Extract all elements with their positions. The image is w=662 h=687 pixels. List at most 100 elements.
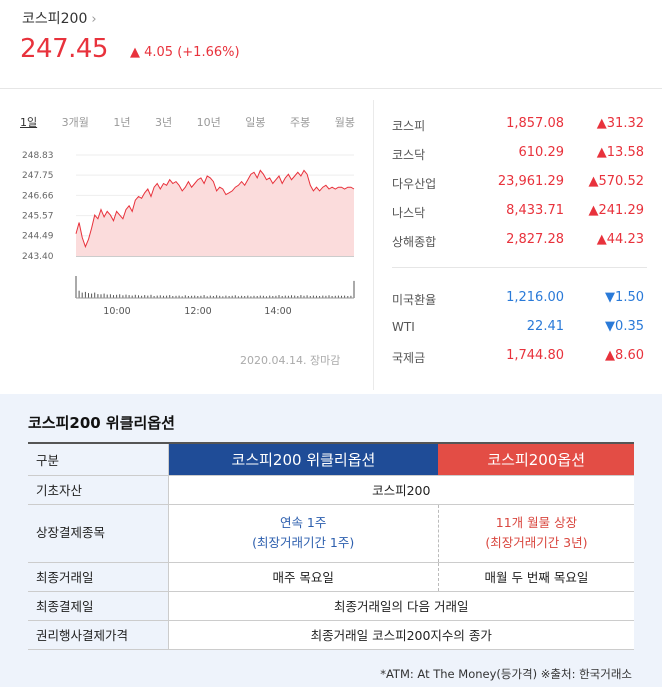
market-row[interactable]: 코스닥 610.29 ▲13.58 [392,143,652,163]
volume-bar [272,296,274,298]
market-change: ▼1.50 [605,290,644,305]
tab-daily[interactable]: 일봉 [245,116,266,129]
market-row[interactable]: 상해종합 2,827.28 ▲44.23 [392,230,652,250]
volume-bar [81,292,83,298]
row-label: 구분 [28,442,169,476]
volume-bar [113,295,114,298]
y-tick-label: 245.57 [22,212,54,222]
volume-bar [253,295,255,298]
volume-bar [156,295,158,298]
market-row[interactable]: 다우산업 23,961.29 ▲570.52 [392,172,652,192]
market-value: 2,827.28 [506,232,564,247]
weekly-option-panel: 코스피200 위클리옵션 구분 코스피200 위클리옵션 코스피200옵션 기초… [0,394,662,687]
volume-bar [241,295,243,298]
market-row[interactable]: 국제금 1,744.80 ▲8.60 [392,346,652,366]
index-price: 247.45 [20,34,108,64]
tab-1y[interactable]: 1년 [113,116,131,129]
volume-bar [206,296,208,298]
table-row: 최종결제일 최종거래일의 다음 거래일 [28,591,634,621]
volume-bar [97,294,99,298]
y-tick-label: 246.66 [22,191,54,201]
price-line [75,169,355,249]
volume-bar [325,295,327,298]
tab-10y[interactable]: 10년 [196,116,221,129]
section-divider [373,100,374,390]
market-row[interactable]: 미국환율 1,216.00 ▼1.50 [392,288,652,308]
market-change: ▲31.32 [596,116,644,131]
source-note: *ATM: At The Money(등가격) ※출처: 한국거래소 [380,667,632,681]
weekly-option-header: 코스피200 위클리옵션 [168,442,439,476]
regular-option-header: 코스피200옵션 [438,442,634,476]
volume-bar [78,290,80,298]
index-name-label: 코스피200 [22,11,88,27]
chevron-right-icon[interactable]: › [91,12,97,27]
volume-bar [334,295,336,298]
volume-bar [134,294,136,298]
x-tick-label: 14:00 [264,306,291,317]
volume-bar [259,295,261,298]
row-label: 최종결제일 [28,591,169,621]
volume-bar [319,296,321,298]
volume-bar [244,296,246,298]
volume-bar [172,296,174,298]
table-row: 권리행사결제가격 최종거래일 코스피200지수의 종가 [28,620,634,650]
volume-bar [147,295,149,298]
volume-bar [250,296,252,298]
volume-bar [297,296,299,298]
tab-weekly[interactable]: 주봉 [290,116,311,129]
market-value: 1,857.08 [506,116,564,131]
y-tick-label: 248.83 [22,151,54,161]
volume-bar [247,295,249,298]
volume-bar [237,296,239,298]
tab-1d[interactable]: 1일 [20,116,38,129]
volume-bar [306,295,308,298]
settlement-value: 최종거래일의 다음 거래일 [168,591,634,621]
index-change: ▲ 4.05 (+1.66%) [130,45,240,60]
market-row[interactable]: 나스닥 8,433.71 ▲241.29 [392,201,652,221]
volume-bar [106,294,108,298]
market-value: 610.29 [518,145,565,160]
volume-bar [262,295,264,298]
market-change: ▼0.35 [605,319,644,334]
volume-bar [328,295,330,298]
volume-bar [144,295,146,298]
tab-3m[interactable]: 3개월 [61,116,89,129]
market-name: 미국환율 [392,293,437,307]
volume-bar [94,292,96,298]
market-change: ▲13.58 [596,145,644,160]
market-change: ▲570.52 [588,174,645,189]
volume-bar [131,295,133,298]
volume-bar [269,295,271,298]
weekly-listing-line1: 연속 1주 [279,515,327,530]
volume-bar [163,295,164,298]
option-compare-table: 구분 코스피200 위클리옵션 코스피200옵션 기초자산 코스피200 상장결… [28,442,634,650]
market-name: 상해종합 [392,235,437,249]
market-name: WTI [392,320,415,334]
market-row[interactable]: WTI 22.41 ▼0.35 [392,317,652,337]
y-tick-label: 247.75 [22,171,54,181]
volume-bar [212,296,214,298]
volume-bar [84,291,86,298]
table-row: 기초자산 코스피200 [28,475,634,505]
volume-bar [103,293,105,298]
volume-bar [347,296,349,298]
market-name: 나스닥 [392,206,426,220]
index-name[interactable]: 코스피200 › [22,8,97,28]
market-value: 22.41 [526,319,564,334]
volume-bar [116,294,118,298]
period-tabs: 1일 3개월 1년 3년 10년 일봉 주봉 월봉 [20,114,355,130]
row-label: 상장결제종목 [28,504,169,563]
table-row: 상장결제종목 연속 1주 (최장거래기간 1주) 11개 월물 상장 (최장거래… [28,504,634,563]
volume-bar [322,295,324,298]
volume-bar [344,295,346,298]
volume-bar [234,295,236,298]
market-change: ▲44.23 [596,232,644,247]
volume-bar [159,295,161,298]
tab-monthly[interactable]: 월봉 [334,116,355,129]
volume-bar [125,294,127,298]
tab-3y[interactable]: 3년 [155,116,173,129]
market-row[interactable]: 코스피 1,857.08 ▲31.32 [392,114,652,134]
volume-bar [266,296,267,298]
volume-bar [128,295,130,298]
table-row: 최종거래일 매주 목요일 매월 두 번째 목요일 [28,562,634,592]
